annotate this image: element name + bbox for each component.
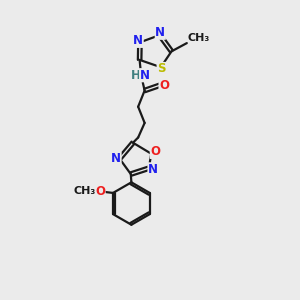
Text: S: S [157, 62, 166, 76]
Text: N: N [155, 26, 165, 39]
Text: N: N [133, 34, 143, 47]
Text: N: N [148, 163, 158, 176]
Text: O: O [159, 79, 169, 92]
Text: N: N [140, 69, 150, 82]
Text: O: O [150, 146, 160, 158]
Text: O: O [95, 185, 105, 198]
Text: CH₃: CH₃ [73, 187, 95, 196]
Text: H: H [131, 69, 141, 82]
Text: N: N [111, 152, 121, 165]
Text: CH₃: CH₃ [188, 32, 210, 43]
